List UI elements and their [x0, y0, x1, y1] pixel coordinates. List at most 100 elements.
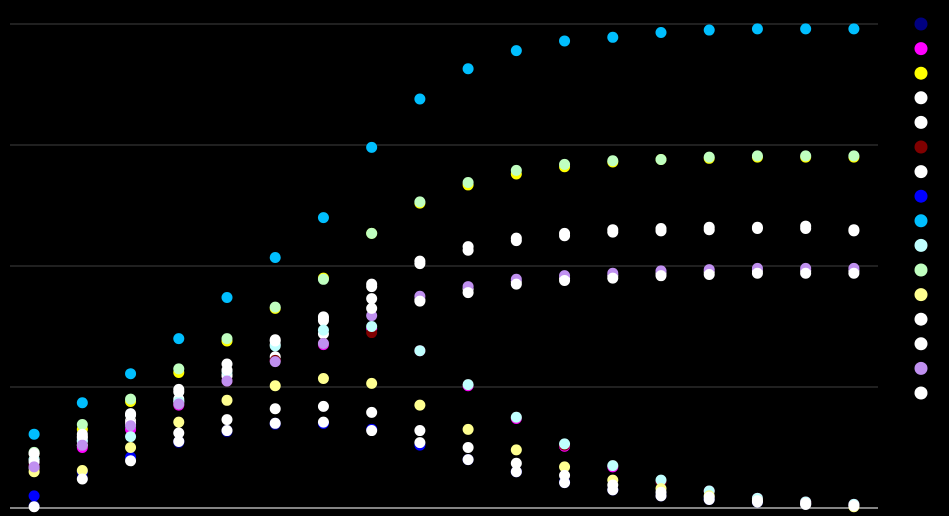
- dot: [607, 226, 619, 238]
- dot: [125, 455, 137, 467]
- dot: [366, 406, 378, 418]
- dot: [800, 267, 812, 279]
- dot: [366, 425, 378, 437]
- dot: [221, 394, 233, 406]
- legend-marker: [914, 312, 928, 326]
- dot: [848, 23, 860, 35]
- dot: [221, 414, 233, 426]
- legend-marker: [914, 214, 928, 228]
- dot: [366, 302, 378, 314]
- dot: [607, 460, 619, 472]
- legend-marker: [914, 337, 928, 351]
- dot: [510, 45, 522, 57]
- dot: [607, 272, 619, 284]
- dot: [848, 225, 860, 237]
- dot: [366, 293, 378, 305]
- dot: [703, 494, 715, 506]
- dot: [317, 337, 329, 349]
- dot: [607, 484, 619, 496]
- dot: [317, 400, 329, 412]
- dot: [655, 270, 667, 282]
- dot: [317, 373, 329, 385]
- dot: [751, 267, 763, 279]
- dot: [76, 419, 88, 431]
- dot: [221, 291, 233, 303]
- dot: [510, 466, 522, 478]
- dot: [800, 23, 812, 35]
- dot: [655, 474, 667, 486]
- dot: [414, 437, 426, 449]
- dot: [173, 363, 185, 375]
- dot: [655, 490, 667, 502]
- dot: [703, 24, 715, 36]
- dot: [848, 267, 860, 279]
- dot: [76, 473, 88, 485]
- legend-marker: [914, 66, 928, 80]
- dot: [173, 416, 185, 428]
- dot: [366, 377, 378, 389]
- dot: [366, 227, 378, 239]
- dot: [173, 333, 185, 345]
- dot: [125, 408, 137, 420]
- dot: [414, 399, 426, 411]
- dot: [848, 500, 860, 512]
- dot: [125, 442, 137, 453]
- dot: [462, 423, 474, 435]
- legend-marker: [914, 386, 928, 400]
- dot: [221, 425, 233, 437]
- dot: [366, 321, 378, 332]
- dot: [559, 35, 571, 47]
- dot: [510, 457, 522, 469]
- dot: [462, 287, 474, 299]
- dot: [510, 164, 522, 176]
- dot: [655, 26, 667, 38]
- dot: [317, 416, 329, 428]
- dot: [607, 155, 619, 167]
- dot: [703, 151, 715, 163]
- legend-marker: [914, 115, 928, 129]
- dot: [28, 501, 40, 513]
- dot: [269, 335, 281, 347]
- dot: [559, 461, 571, 473]
- dot: [414, 93, 426, 105]
- dot: [317, 311, 329, 323]
- dot: [173, 435, 185, 447]
- dot: [462, 177, 474, 189]
- dot: [800, 222, 812, 234]
- dot: [751, 496, 763, 508]
- dot: [462, 379, 474, 391]
- dot: [366, 281, 378, 293]
- dot: [28, 461, 40, 473]
- dot: [173, 427, 185, 439]
- dot: [655, 225, 667, 237]
- dot: [751, 222, 763, 234]
- dot: [462, 63, 474, 75]
- dot: [125, 431, 137, 443]
- dot: [751, 23, 763, 35]
- dot: [125, 393, 137, 405]
- legend-marker: [914, 288, 928, 302]
- dot: [366, 141, 378, 153]
- dot: [28, 490, 40, 502]
- dot: [510, 235, 522, 247]
- dot: [462, 244, 474, 256]
- dot: [559, 230, 571, 242]
- dot: [655, 154, 667, 166]
- dot: [28, 448, 40, 460]
- dot: [414, 425, 426, 437]
- legend-marker: [914, 17, 928, 31]
- dot: [414, 258, 426, 270]
- dot: [848, 150, 860, 162]
- legend-marker: [914, 263, 928, 277]
- dot: [559, 477, 571, 489]
- legend-marker: [914, 42, 928, 56]
- dot: [269, 380, 281, 392]
- dot: [221, 333, 233, 345]
- legend-marker: [914, 238, 928, 252]
- dot: [76, 464, 88, 476]
- dot: [76, 439, 88, 451]
- dot: [269, 252, 281, 264]
